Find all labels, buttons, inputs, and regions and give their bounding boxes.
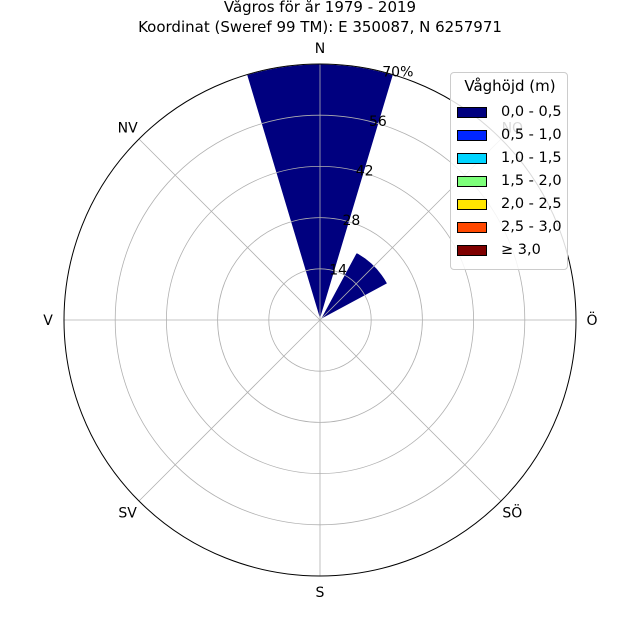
legend-item: 2,0 - 2,5 xyxy=(457,196,567,216)
radial-tick-label: 70% xyxy=(382,65,413,81)
legend-label: 2,0 - 2,5 xyxy=(501,196,562,212)
polar-frame xyxy=(63,63,577,577)
legend-item: 0,5 - 1,0 xyxy=(457,127,567,147)
legend-swatch xyxy=(457,107,487,118)
legend-swatch xyxy=(457,245,487,256)
legend-label: 2,5 - 3,0 xyxy=(501,219,562,235)
legend-swatch xyxy=(457,222,487,233)
direction-label-S: S xyxy=(316,585,325,601)
legend-item: 0,0 - 0,5 xyxy=(457,104,567,124)
legend: Våghöjd (m) 0,0 - 0,5 0,5 - 1,0 1,0 - 1,… xyxy=(450,72,568,270)
legend-swatch xyxy=(457,176,487,187)
legend-label: 1,5 - 2,0 xyxy=(501,173,562,189)
direction-label-SV: SV xyxy=(118,505,137,521)
legend-title: Våghöjd (m) xyxy=(464,77,556,95)
legend-item: 1,0 - 1,5 xyxy=(457,150,567,170)
grid-spoke xyxy=(319,319,502,502)
legend-item: 2,5 - 3,0 xyxy=(457,219,567,239)
legend-label: 0,0 - 0,5 xyxy=(501,104,562,120)
legend-swatch xyxy=(457,153,487,164)
direction-label-N: N xyxy=(315,41,325,57)
grid-spoke xyxy=(138,138,321,321)
legend-label: 1,0 - 1,5 xyxy=(501,150,562,166)
direction-label-NV: NV xyxy=(118,121,138,137)
legend-label: 0,5 - 1,0 xyxy=(501,127,562,143)
radial-tick-label: 14 xyxy=(329,263,347,279)
radial-tick-label: 42 xyxy=(356,164,374,180)
legend-item: 1,5 - 2,0 xyxy=(457,173,567,193)
direction-label-Ö: Ö xyxy=(586,311,597,329)
legend-label: ≥ 3,0 xyxy=(501,242,541,258)
direction-label-V: V xyxy=(43,313,53,329)
legend-swatch xyxy=(457,199,487,210)
chart-title: Vågros för år 1979 - 2019 xyxy=(223,0,417,16)
radial-tick-label: 28 xyxy=(343,213,361,229)
radial-tick-label: 56 xyxy=(369,114,387,130)
chart-subtitle: Koordinat (Sweref 99 TM): E 350087, N 62… xyxy=(138,18,502,36)
legend-swatch xyxy=(457,130,487,141)
grid-spoke xyxy=(138,319,321,502)
direction-label-SÖ: SÖ xyxy=(502,503,522,521)
legend-item: ≥ 3,0 xyxy=(457,242,567,262)
